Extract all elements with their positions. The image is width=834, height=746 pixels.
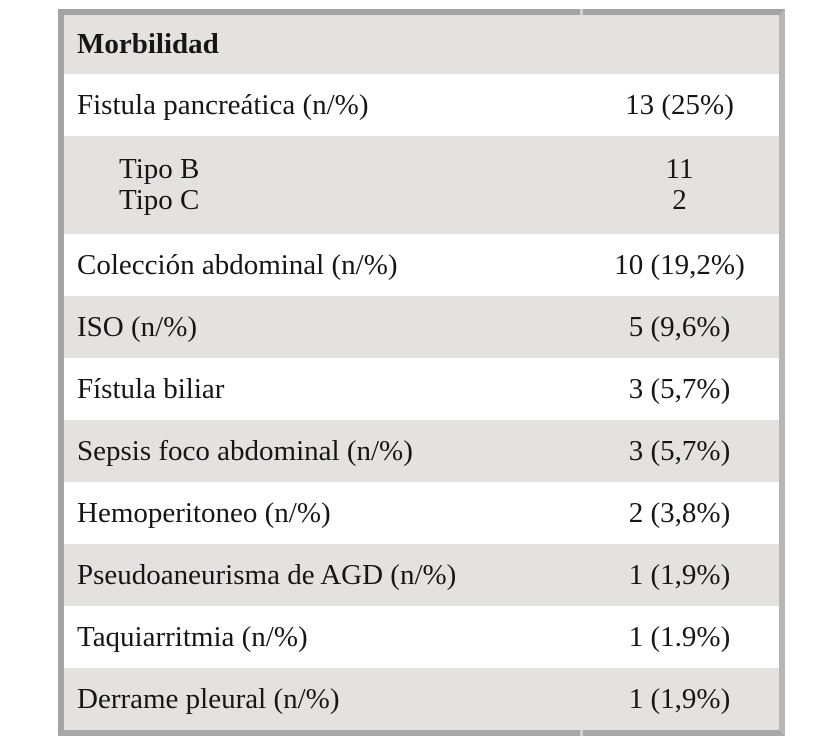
table-row-iso: ISO (n/%) 5 (9,6%) <box>64 296 779 358</box>
row-value: 11 <box>665 153 694 185</box>
row-label: Taquiarritmia (n/%) <box>77 620 308 653</box>
row-value: 5 (9,6%) <box>628 310 731 343</box>
row-value: 1 (1,9%) <box>628 558 731 591</box>
row-subvalues: 11 2 <box>580 154 779 216</box>
row-label: Tipo C <box>119 184 200 216</box>
column-divider-notch-bottom <box>580 730 583 736</box>
row-value: 2 (3,8%) <box>628 496 731 529</box>
table-row-sepsis: Sepsis foco abdominal (n/%) 3 (5,7%) <box>64 420 779 482</box>
row-sublabels: Tipo B Tipo C <box>64 154 580 216</box>
row-label: Hemoperitoneo (n/%) <box>77 496 331 529</box>
row-label: Tipo B <box>119 153 200 185</box>
column-divider-notch-top <box>580 9 583 15</box>
table-row-taquiarritmia: Taquiarritmia (n/%) 1 (1.9%) <box>64 606 779 668</box>
row-value: 2 <box>672 184 687 216</box>
row-value: 1 (1,9%) <box>628 682 731 715</box>
row-value: 13 (25%) <box>625 88 734 121</box>
table-row-fistula-biliar: Fístula biliar 3 (5,7%) <box>64 358 779 420</box>
table-row-hemoperitoneo: Hemoperitoneo (n/%) 2 (3,8%) <box>64 482 779 544</box>
row-label: Pseudoaneurisma de AGD (n/%) <box>77 558 457 591</box>
row-value: 10 (19,2%) <box>614 248 745 281</box>
row-label: Sepsis foco abdominal (n/%) <box>77 434 413 467</box>
table-row-fistula-types: Tipo B Tipo C 11 2 <box>64 136 779 234</box>
table-row-pseudoaneurisma: Pseudoaneurisma de AGD (n/%) 1 (1,9%) <box>64 544 779 606</box>
row-label: ISO (n/%) <box>77 310 198 343</box>
table-title: Morbilidad <box>77 28 219 60</box>
table-header-row: Morbilidad <box>64 15 779 74</box>
morbidity-table: Morbilidad Fistula pancreática (n/%) 13 … <box>58 9 785 736</box>
row-label: Derrame pleural (n/%) <box>77 682 340 715</box>
table-row-derrame-pleural: Derrame pleural (n/%) 1 (1,9%) <box>64 668 779 730</box>
row-label: Fístula biliar <box>77 372 225 405</box>
table-row-coleccion-abdominal: Colección abdominal (n/%) 10 (19,2%) <box>64 234 779 296</box>
row-value: 3 (5,7%) <box>628 372 731 405</box>
row-label: Colección abdominal (n/%) <box>77 248 398 281</box>
row-value: 1 (1.9%) <box>628 620 731 653</box>
row-value: 3 (5,7%) <box>628 434 731 467</box>
table-row-fistula-pancreatica: Fistula pancreática (n/%) 13 (25%) <box>64 74 779 136</box>
row-label: Fistula pancreática (n/%) <box>77 88 369 121</box>
